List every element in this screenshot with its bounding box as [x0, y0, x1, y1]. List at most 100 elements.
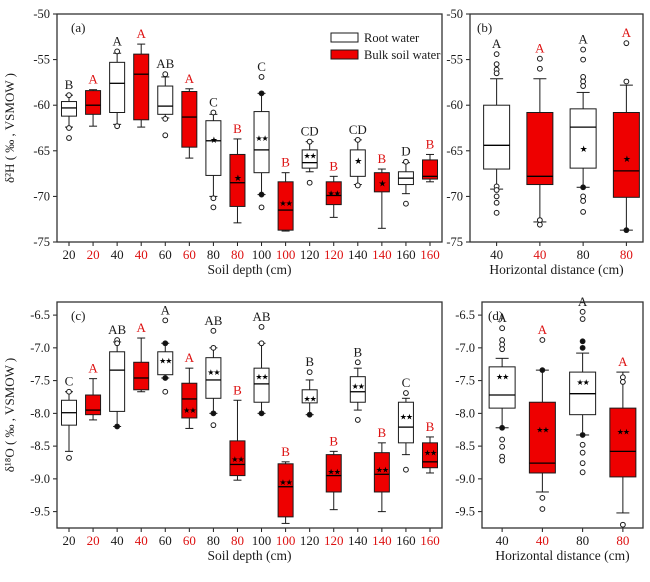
boxplot-root-40: A	[109, 33, 126, 130]
y-tick-label: -6.5	[30, 308, 50, 322]
boxplot-soil-160: B	[422, 136, 438, 183]
significance-letter: A	[88, 361, 98, 376]
outlier-point	[66, 135, 72, 141]
legend: Root water Bulk soil water	[330, 31, 441, 62]
significance-star: ★★	[279, 199, 292, 208]
outlier-point	[258, 340, 265, 347]
boxplot-soil-120: ★★ B	[325, 158, 342, 218]
box-body	[373, 172, 390, 193]
boxplot-root-80: ★★ A	[569, 294, 597, 476]
significance-star: ★★	[279, 478, 292, 487]
outlier-point	[114, 423, 121, 430]
outlier-point	[499, 457, 506, 464]
x-axis-title: Soil depth (cm)	[208, 548, 292, 563]
significance-star: ★★	[183, 406, 196, 415]
box-body	[373, 452, 390, 493]
boxplot-soil-60: ★★ A	[181, 350, 198, 429]
box-body	[85, 394, 102, 416]
significance-letter: A	[492, 36, 502, 51]
y-tick-label: -7.0	[30, 341, 50, 355]
outlier-point	[536, 55, 543, 62]
outlier-point	[306, 179, 313, 186]
outlier-point	[162, 115, 169, 122]
y-tick-label: -60	[33, 98, 50, 112]
x-tick-label: 160	[420, 247, 440, 262]
box-body	[109, 351, 126, 412]
outlier-point	[162, 375, 169, 381]
box-body	[61, 101, 77, 117]
outlier-point	[580, 46, 587, 53]
outlier-point	[403, 390, 409, 396]
box-body	[526, 111, 554, 186]
x-tick-label: 20	[63, 247, 76, 262]
outlier-point	[579, 344, 586, 351]
outlier-point	[580, 56, 587, 63]
significance-letter: A	[185, 71, 195, 86]
significance-letter: A	[137, 320, 147, 335]
panel-tag: (d)	[488, 308, 503, 323]
x-tick-label: 80	[231, 247, 244, 262]
outlier-point	[539, 367, 546, 374]
significance-star: ★★	[303, 151, 316, 160]
significance-star: ★★	[303, 394, 316, 403]
x-tick-label: 80	[207, 247, 220, 262]
outlier-point	[210, 204, 217, 211]
boxplot-root-140: ★ CD	[349, 122, 367, 189]
x-axis-title: Horizontal distance (cm)	[489, 262, 623, 277]
box-body	[205, 120, 222, 176]
x-tick-label: 140	[348, 533, 368, 548]
boxplot-soil-60: A	[181, 71, 198, 159]
significance-letter: B	[378, 425, 387, 440]
boxplot-soil-120: ★★ B	[325, 433, 342, 511]
boxplot-soil-140: ★B	[373, 151, 390, 229]
significance-letter: C	[402, 375, 411, 390]
outlier-point	[354, 417, 361, 423]
outlier-point	[258, 191, 265, 198]
significance-letter: A	[185, 350, 195, 365]
significance-letter: B	[281, 444, 290, 459]
significance-star: ★★	[207, 368, 220, 377]
significance-star: ★★	[255, 373, 268, 382]
outlier-point	[499, 424, 506, 431]
significance-letter: B	[233, 121, 242, 136]
boxplot-root-40: AB	[108, 322, 126, 430]
boxplot-soil-80: ★A	[612, 25, 640, 234]
outlier-point	[499, 325, 506, 332]
y-tick-label: -65	[446, 144, 463, 158]
x-axis-title: Horizontal distance (cm)	[495, 548, 629, 563]
panel-c: -6.5 -7.0 -7.5 -8.0 -8.5 -9.0 -9.5 δ¹⁸O ( ‰ , V…	[2, 301, 443, 563]
outlier-point	[580, 198, 587, 204]
x-tick-label: 80	[577, 247, 590, 262]
box-body	[612, 111, 640, 198]
y-tick-label: -9.0	[455, 472, 475, 486]
y-tick-label: -65	[33, 144, 50, 158]
outlier-point	[210, 327, 217, 334]
significance-letter: CD	[301, 124, 319, 139]
x-axis-title: Soil depth (cm)	[208, 262, 292, 277]
legend-label-root: Root water	[364, 31, 420, 45]
box-body	[349, 376, 366, 403]
y-tick-label: -50	[446, 7, 463, 21]
y-tick-label: -70	[33, 189, 50, 203]
significance-star: ★★	[496, 373, 509, 382]
boxplot-root-80: ★C	[205, 94, 222, 211]
significance-star: ★★	[352, 382, 365, 391]
x-tick-label: 160	[420, 533, 440, 548]
x-tick-label: 120	[324, 533, 344, 548]
y-tick-label: -8.0	[455, 406, 475, 420]
x-tick-label: 20	[87, 247, 100, 262]
outlier-point	[493, 187, 500, 193]
outlier-point	[623, 40, 630, 47]
x-tick-label: 40	[111, 533, 124, 548]
significance-letter: B	[281, 155, 290, 170]
x-tick-label: 140	[348, 247, 368, 262]
significance-letter: CD	[349, 122, 367, 137]
x-tick-label: 60	[183, 247, 196, 262]
outlier-point	[499, 346, 506, 353]
significance-letter: B	[233, 382, 242, 397]
box-body	[253, 111, 270, 174]
boxplot-root-20: C	[61, 374, 77, 461]
significance-letter: B	[426, 136, 435, 151]
outlier-point	[162, 317, 169, 324]
significance-letter: B	[65, 77, 74, 92]
